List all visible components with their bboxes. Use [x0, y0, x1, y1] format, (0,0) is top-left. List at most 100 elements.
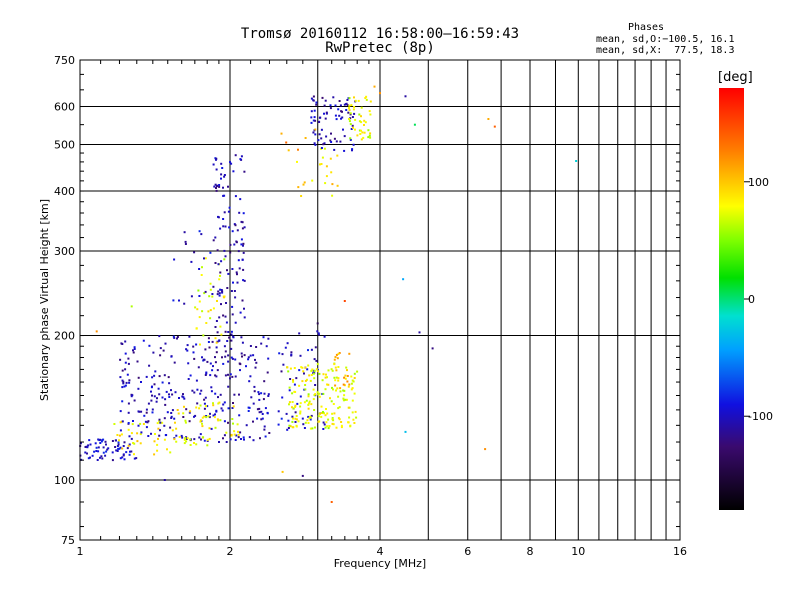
data-point	[351, 387, 354, 390]
data-point	[175, 427, 178, 430]
data-point	[294, 411, 297, 414]
data-point	[159, 354, 162, 357]
data-point	[287, 370, 290, 373]
data-point	[153, 383, 156, 386]
data-point	[217, 396, 219, 399]
data-point	[211, 369, 214, 372]
data-point	[243, 316, 246, 319]
data-point	[238, 211, 241, 214]
data-point	[215, 341, 218, 344]
data-point	[317, 332, 320, 335]
data-point	[204, 405, 207, 407]
data-point	[337, 377, 340, 380]
data-point	[97, 450, 100, 453]
data-point	[357, 99, 360, 102]
data-point	[245, 365, 247, 368]
data-point	[106, 448, 109, 451]
data-point	[242, 244, 244, 247]
data-point	[209, 251, 212, 254]
data-point	[198, 268, 201, 270]
data-point	[136, 440, 139, 443]
data-point	[322, 373, 325, 376]
data-point	[247, 358, 250, 361]
data-point	[484, 448, 487, 451]
data-point	[241, 227, 244, 230]
data-point	[231, 375, 234, 378]
data-point	[342, 397, 345, 400]
data-point	[325, 373, 327, 376]
data-point	[227, 210, 230, 213]
data-point	[314, 133, 317, 136]
data-point	[255, 361, 258, 364]
data-point	[343, 135, 346, 138]
data-point	[323, 112, 325, 115]
y-tick-label: 400	[54, 185, 75, 198]
data-point	[150, 399, 153, 402]
data-point	[152, 351, 155, 354]
data-point	[342, 389, 345, 392]
data-point	[227, 385, 230, 388]
data-point	[155, 400, 158, 403]
data-point	[223, 295, 226, 298]
data-point	[140, 431, 143, 434]
data-point	[302, 183, 305, 186]
data-point	[334, 379, 337, 382]
data-point	[119, 421, 122, 424]
data-point	[224, 225, 227, 228]
data-point	[117, 443, 120, 446]
data-point	[153, 395, 156, 398]
data-point	[218, 185, 221, 188]
data-point	[230, 290, 233, 292]
data-point	[123, 458, 126, 461]
data-point	[331, 418, 334, 421]
data-point	[324, 117, 327, 120]
data-point	[333, 363, 336, 366]
data-point	[341, 116, 344, 119]
data-point	[355, 416, 358, 419]
data-point	[325, 112, 328, 115]
data-point	[111, 459, 114, 462]
data-point	[318, 412, 321, 415]
data-point	[312, 131, 315, 134]
data-point	[186, 349, 189, 352]
data-point	[212, 414, 215, 417]
y-tick-label: 200	[54, 330, 75, 343]
data-point	[345, 109, 348, 111]
data-point	[335, 369, 338, 372]
data-point	[224, 374, 227, 377]
data-point	[173, 361, 176, 364]
data-point	[163, 438, 166, 441]
data-point	[337, 108, 340, 111]
data-point	[335, 376, 338, 379]
data-point	[228, 206, 231, 209]
data-point	[193, 438, 196, 441]
data-point	[169, 451, 172, 454]
plot-frame	[79, 59, 681, 541]
data-point	[307, 349, 309, 352]
data-point	[203, 257, 205, 260]
data-point	[335, 353, 338, 356]
data-point	[291, 415, 294, 418]
data-point	[292, 407, 295, 410]
data-point	[330, 132, 332, 135]
data-point	[259, 437, 261, 440]
data-point	[182, 393, 184, 396]
data-point	[208, 427, 211, 430]
data-point	[162, 349, 165, 352]
data-point	[314, 384, 317, 386]
data-point	[221, 291, 224, 294]
data-point	[356, 134, 359, 137]
data-point	[363, 124, 365, 126]
data-point	[158, 393, 161, 396]
data-point	[282, 363, 285, 366]
data-point	[136, 360, 139, 363]
data-point	[197, 366, 200, 369]
data-point	[346, 99, 349, 101]
data-point	[285, 141, 288, 144]
data-point	[220, 162, 223, 165]
data-point	[340, 426, 343, 429]
data-point	[333, 137, 336, 140]
data-point	[84, 446, 87, 448]
data-point	[263, 425, 266, 428]
data-point	[337, 366, 340, 368]
